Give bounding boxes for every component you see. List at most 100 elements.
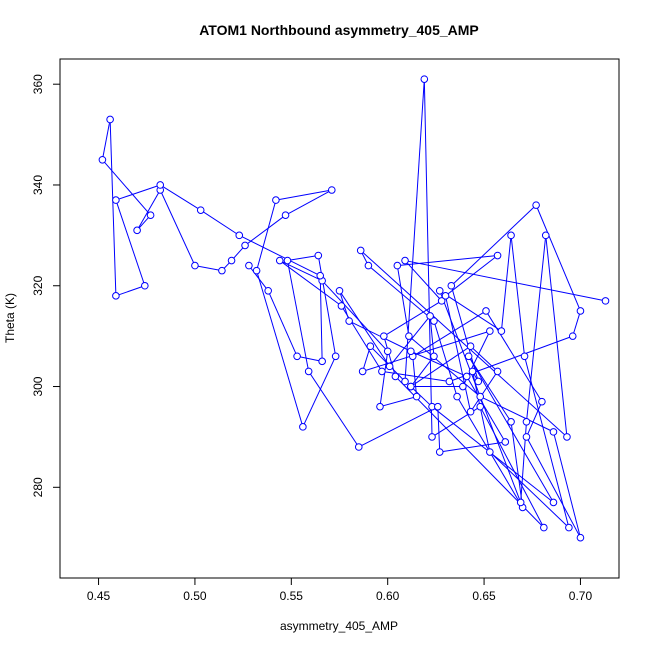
data-point [486, 327, 494, 335]
data-point [476, 392, 485, 401]
data-point [437, 297, 446, 305]
series-line-segment [410, 345, 471, 387]
series-line-segment [500, 235, 512, 332]
data-point [354, 443, 363, 451]
series-line-segment [410, 350, 467, 377]
data-point [486, 448, 494, 456]
series-line-segment [200, 209, 240, 236]
series-line-segment [437, 406, 441, 453]
series-line-segment [485, 310, 543, 402]
data-point [476, 402, 485, 411]
data-point [576, 307, 585, 315]
data-point [393, 261, 402, 270]
series-line-segment [535, 204, 581, 312]
data-point [366, 342, 375, 351]
series-line-segment [319, 275, 323, 362]
data-point [356, 246, 365, 255]
data-point [426, 312, 434, 320]
y-axis-label: Theta (K) [3, 293, 17, 343]
data-point [106, 115, 114, 124]
series-line-segment [445, 255, 498, 297]
series-line-segment [450, 285, 479, 382]
series-line-segment [423, 79, 433, 437]
y-tick-label: 280 [31, 477, 45, 497]
x-tick-label: 0.65 [472, 589, 496, 603]
plot-frame [59, 58, 620, 579]
data-point [412, 392, 421, 401]
series-line-segment [115, 184, 161, 201]
data-point [601, 297, 610, 305]
data-point [522, 417, 531, 426]
data-point [549, 498, 558, 507]
data-point [156, 181, 165, 189]
data-point [293, 352, 301, 361]
series-line-segment [470, 345, 498, 372]
data-point [493, 251, 502, 260]
chart-title: ATOM1 Northbound asymmetry_405_AMP [199, 22, 479, 38]
data-point [318, 357, 326, 366]
series-line-segment [572, 310, 581, 337]
series-line-segment [275, 189, 332, 201]
data-point [245, 261, 253, 270]
series-line-segment [470, 371, 498, 412]
series-line-segment [439, 441, 506, 453]
data-point [435, 286, 444, 295]
series-line-segment [510, 421, 524, 508]
data-point [112, 196, 120, 204]
series-line-segment [545, 235, 568, 437]
y-tick-label: 300 [31, 376, 45, 396]
data-point [191, 261, 199, 270]
data-point [218, 266, 226, 275]
data-point [264, 286, 272, 295]
series-line-segment [397, 255, 498, 267]
series-line-segment [348, 320, 412, 352]
data-point [275, 256, 284, 265]
data-point [378, 367, 386, 376]
series-line-segment [102, 159, 151, 216]
data-point [453, 392, 461, 401]
data-point [462, 372, 471, 381]
data-point [401, 256, 409, 265]
data-point [445, 377, 454, 386]
series-line-segment [412, 310, 487, 357]
data-point [98, 155, 107, 164]
series-line-segment [412, 356, 418, 397]
series-line-segment [510, 235, 526, 357]
series-line-segment [360, 250, 568, 438]
series-line-segment [244, 214, 286, 246]
y-tick-label: 320 [31, 275, 45, 295]
data-point [112, 292, 120, 300]
x-tick-label: 0.60 [376, 589, 400, 603]
series-line-segment [381, 370, 450, 382]
data-point [563, 433, 571, 441]
series-line-segment [159, 189, 196, 266]
data-point [520, 352, 529, 361]
series-line-segment [404, 260, 606, 302]
data-point [407, 382, 415, 391]
series-line-segment [296, 355, 323, 362]
series-line-segment [479, 406, 545, 528]
y-axis: 280 300 320 340 360 [31, 74, 61, 497]
data-point [468, 367, 477, 376]
series-line-segment [194, 265, 223, 272]
data-point [314, 251, 323, 260]
data-point [146, 211, 155, 220]
data-point [283, 256, 292, 265]
data-point [507, 231, 515, 240]
series-line-segment [410, 355, 435, 387]
data-point [430, 352, 438, 361]
series-line-segment [396, 265, 410, 337]
x-tick-label: 0.55 [280, 589, 304, 603]
data-point [482, 307, 490, 315]
data-point [434, 402, 442, 411]
data-point [335, 286, 344, 295]
data-point [420, 75, 429, 83]
data-point [401, 377, 409, 386]
series-line-segment [526, 401, 543, 438]
series-line-segment [279, 260, 342, 307]
data-point [345, 317, 353, 325]
series-line-segment [267, 290, 298, 357]
series-line-segment [308, 371, 360, 448]
data-point [540, 523, 548, 532]
series-line-segment [525, 235, 547, 422]
